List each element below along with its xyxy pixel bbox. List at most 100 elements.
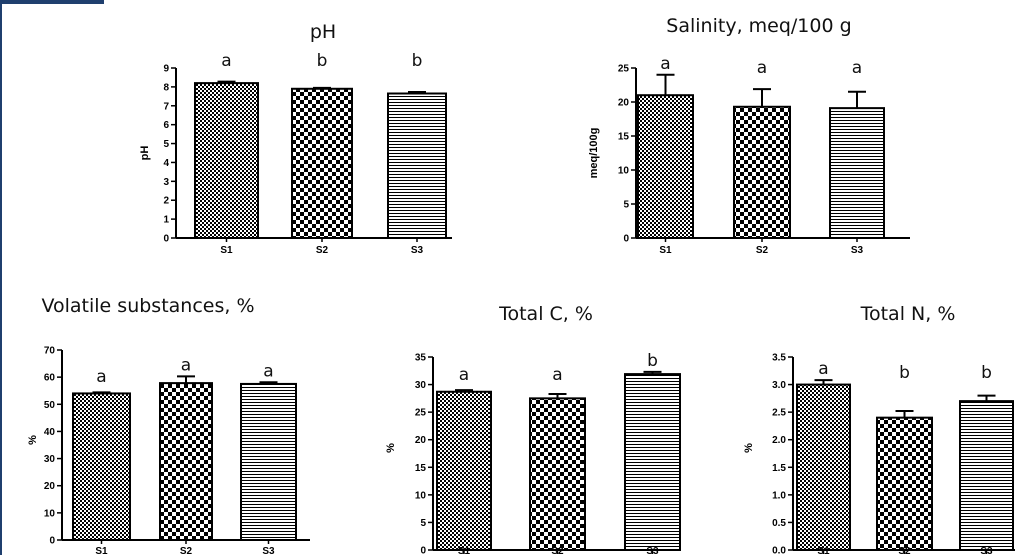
significance-letter: a [96, 367, 106, 387]
y-tick-label: 5 [420, 518, 426, 529]
y-tick-label: 8 [163, 82, 169, 93]
bar-s1 [796, 383, 851, 552]
x-tick-label: S1 [458, 546, 471, 555]
y-tick-label: 5 [163, 139, 169, 150]
y-tick-label: 25 [618, 64, 630, 75]
bar-s2 [733, 105, 791, 240]
y-axis-label: % [385, 443, 397, 453]
chart-title: pH [310, 21, 336, 43]
y-tick-label: 2 [163, 196, 169, 207]
y-tick-label: 9 [163, 64, 169, 75]
left-border [0, 0, 2, 555]
significance-letter: b [899, 363, 910, 383]
corner-accent [0, 0, 104, 4]
y-tick-label: 35 [415, 353, 427, 364]
bar-s2 [876, 416, 933, 551]
y-tick-label: 70 [44, 346, 56, 357]
y-tick-label: 3.0 [772, 380, 786, 391]
y-axis-label: % [743, 443, 755, 453]
y-tick-label: 0.5 [772, 518, 786, 529]
significance-letter: a [459, 365, 469, 385]
y-tick-label: 0 [623, 234, 629, 245]
y-tick-label: 3 [163, 177, 169, 188]
y-tick-label: 15 [618, 132, 630, 143]
chart-title: Salinity, meq/100 g [666, 15, 851, 37]
y-tick-label: 15 [415, 463, 427, 474]
y-tick-label: 7 [163, 101, 169, 112]
chart-title: Total N, % [860, 303, 956, 325]
y-tick-label: 2.5 [772, 408, 786, 419]
y-tick-label: 1.5 [772, 463, 786, 474]
y-tick-label: 0 [163, 234, 169, 245]
significance-letter: a [852, 58, 862, 78]
y-tick-label: 30 [44, 454, 56, 465]
x-tick-label: S1 [95, 546, 108, 555]
x-tick-label: S2 [316, 245, 329, 256]
y-axis-label: pH [139, 146, 151, 161]
chart-title: Volatile substances, % [41, 295, 254, 317]
y-tick-label: 20 [618, 98, 630, 109]
y-tick-label: 0 [420, 546, 426, 555]
chart-salinity: Salinity, meq/100 g meq/100g 0 5 10 15 20 25 a S1… [588, 15, 910, 256]
significance-letter: b [647, 351, 658, 371]
significance-letter: a [818, 359, 828, 379]
y-tick-label: 10 [618, 166, 630, 177]
bar-s1 [637, 94, 694, 239]
y-axis-label: % [27, 435, 39, 445]
chart-ph: pH pH 0 1 2 3 4 5 6 7 8 9 a S1 b S2 b S3 [139, 21, 452, 256]
chart-totaln: Total N, %% 0.0 0.5 1.0 1.5 2.0 2.5 3.0 3.5 a S1 b S… [743, 303, 1015, 555]
x-tick-label: S3 [411, 245, 424, 256]
y-tick-label: 6 [163, 120, 169, 131]
x-tick-label: S2 [756, 245, 769, 256]
significance-letter: a [552, 365, 562, 385]
bar-s3 [624, 373, 681, 552]
x-tick-label: S1 [220, 245, 233, 256]
y-tick-label: 1.0 [772, 490, 786, 501]
x-tick-label: S1 [659, 245, 672, 256]
significance-letter: b [317, 51, 328, 71]
x-tick-label: S2 [551, 546, 564, 555]
bar-s2 [529, 397, 586, 551]
bar-s3 [829, 107, 885, 240]
y-tick-label: 0 [49, 536, 55, 547]
bar-s3 [240, 382, 297, 541]
x-tick-label: S1 [817, 546, 830, 555]
x-tick-label: S3 [980, 546, 993, 555]
chart-totalc: Total C, %% 0 5 10 15 20 25 30 35 a S1 a S2 b S3 [385, 303, 681, 555]
y-tick-label: 25 [415, 408, 427, 419]
x-tick-label: S2 [180, 546, 193, 555]
y-tick-label: 30 [415, 380, 427, 391]
y-tick-label: 10 [415, 490, 427, 501]
x-tick-label: S3 [262, 546, 275, 555]
bar-s2 [291, 87, 353, 240]
bar-s3 [387, 92, 447, 239]
y-tick-label: 60 [44, 373, 56, 384]
bar-s1 [72, 392, 131, 541]
chart-title: Total C, % [498, 303, 593, 325]
significance-letter: a [221, 51, 231, 71]
y-tick-label: 20 [415, 435, 427, 446]
y-axis-label: meq/100g [588, 128, 600, 179]
x-tick-label: S3 [851, 245, 864, 256]
x-tick-label: S3 [646, 546, 659, 555]
y-tick-label: 5 [623, 200, 629, 211]
x-tick-label: S2 [898, 546, 911, 555]
significance-letter: b [981, 363, 992, 383]
bar-s1 [436, 390, 492, 551]
significance-letter: a [660, 54, 670, 74]
significance-letter: a [181, 355, 191, 375]
significance-letter: a [263, 361, 273, 381]
bar-s1 [194, 82, 259, 239]
y-tick-label: 1 [163, 215, 169, 226]
y-tick-label: 4 [163, 158, 169, 169]
y-tick-label: 20 [44, 481, 56, 492]
y-tick-label: 50 [44, 400, 56, 411]
y-tick-label: 0.0 [772, 546, 786, 555]
bar-s2 [159, 382, 213, 541]
significance-letter: a [757, 58, 767, 78]
chart-volatile: Volatile substances, %% 0 10 20 30 40 50 60 70 a S… [27, 295, 310, 555]
y-tick-label: 10 [44, 508, 56, 519]
bar-s3 [959, 400, 1014, 551]
